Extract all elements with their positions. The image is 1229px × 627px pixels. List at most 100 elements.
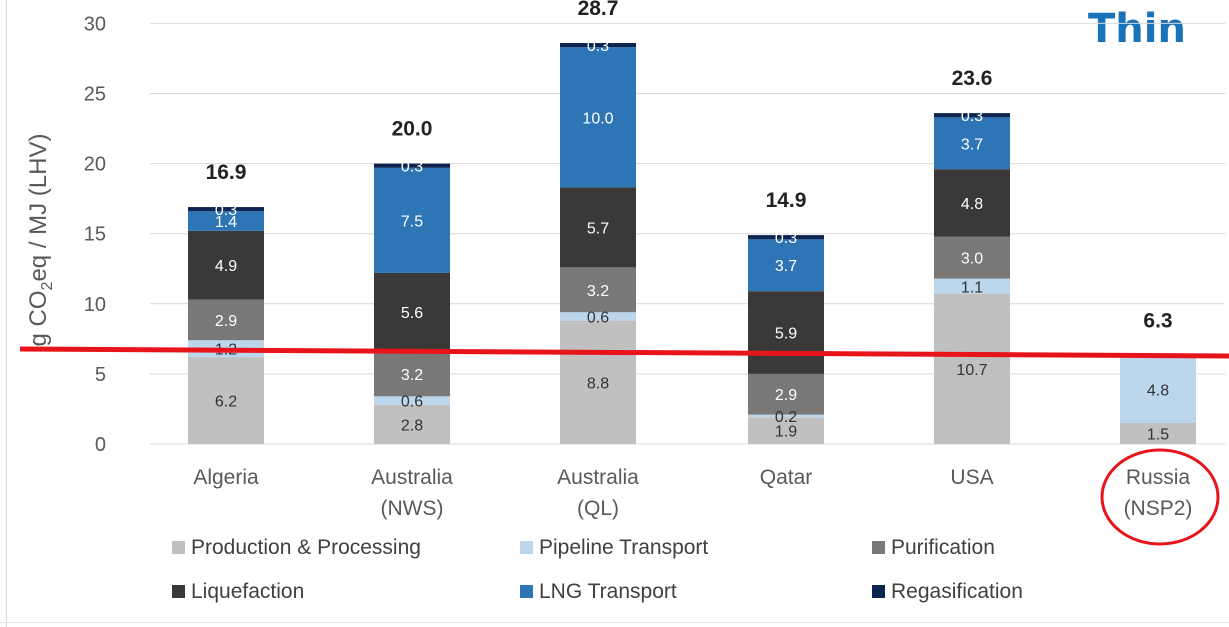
segment-value-label: 3.7 (961, 136, 983, 153)
bar-segment (934, 117, 1010, 170)
category-label: USA (950, 466, 993, 489)
bar-segment (374, 396, 450, 405)
legend-swatch (872, 585, 885, 598)
bar-total-label: 28.7 (578, 0, 619, 20)
bar-segment (374, 163, 450, 168)
y-tick-label: 30 (84, 13, 106, 35)
bar-segment (374, 272, 450, 352)
category-label: Russia (1126, 466, 1191, 489)
bar-segment (748, 235, 824, 240)
left-divider (6, 0, 7, 627)
y-axis-label: g CO2eq / MJ (LHV) (25, 134, 56, 347)
red-highlight-ellipse (1100, 448, 1220, 546)
y-tick-label: 15 (84, 224, 106, 246)
segment-value-label: 7.5 (401, 213, 423, 230)
category-label: Australia (557, 466, 639, 489)
bar-segment (560, 267, 636, 313)
segment-value-label: 3.2 (587, 283, 609, 300)
bar-segment (188, 211, 264, 231)
bottom-divider (0, 622, 1229, 623)
category-label: Qatar (760, 466, 813, 489)
bar-segment (1120, 422, 1196, 444)
bar-segment (748, 239, 824, 292)
segment-value-label: 3.7 (775, 258, 797, 275)
segment-value-label: 0.2 (775, 409, 797, 426)
legend-label: Pipeline Transport (539, 536, 708, 559)
bar-segment (188, 299, 264, 341)
bar-segment (560, 312, 636, 321)
bar-segment (188, 207, 264, 212)
segment-value-label: 1.4 (215, 214, 237, 231)
bar-segment (748, 373, 824, 415)
segment-labels: 6.21.22.94.91.40.32.80.63.25.67.50.38.80… (215, 38, 1169, 443)
segment-value-label: 0.3 (775, 230, 797, 247)
bar-segment (934, 113, 1010, 118)
bar-segment (560, 187, 636, 268)
bar-segment (560, 43, 636, 48)
bar-segment (934, 169, 1010, 237)
segment-value-label: 2.9 (215, 313, 237, 330)
bar-total-label: 23.6 (952, 67, 993, 90)
segment-value-label: 0.6 (587, 309, 609, 326)
category-label: Algeria (193, 466, 259, 489)
segment-value-label: 5.7 (587, 220, 609, 237)
legend: Production & Processing Pipeline Transpor… (172, 536, 1023, 603)
segment-value-label: 6.2 (215, 394, 237, 411)
bar-segment (560, 320, 636, 444)
segment-value-label: 1.5 (1147, 426, 1169, 443)
segment-value-label: 3.2 (401, 367, 423, 384)
y-tick-label: 10 (84, 294, 106, 316)
bars (188, 43, 1196, 444)
bar-segment (188, 230, 264, 300)
annotations (19, 346, 1229, 546)
segment-value-label: 8.8 (587, 375, 609, 392)
y-tick-label: 0 (95, 434, 106, 456)
segment-value-label: 0.6 (401, 394, 423, 411)
x-axis-categories: Algeria Australia (NWS) Australia (QL) Qatar U… (193, 466, 1192, 520)
red-reference-line (19, 346, 1229, 359)
bar-segment (374, 351, 450, 397)
segment-value-label: 2.8 (401, 417, 423, 434)
segment-value-label: 4.8 (1147, 382, 1169, 399)
legend-label: Production & Processing (191, 536, 421, 559)
segment-value-label: 2.9 (775, 387, 797, 404)
segment-value-label: 10.0 (582, 110, 613, 127)
bar-total-label: 20.0 (392, 118, 433, 141)
legend-swatch (520, 541, 533, 554)
legend-swatch (172, 585, 185, 598)
bar-total-label: 16.9 (206, 161, 247, 184)
segment-value-label: 1.9 (775, 424, 797, 441)
y-axis-ticks: 0 5 10 15 20 25 30 (84, 13, 106, 456)
legend-swatch (872, 541, 885, 554)
bar-segment (748, 291, 824, 374)
category-label: (NWS) (381, 497, 444, 520)
bar-segment (1120, 355, 1196, 423)
y-tick-label: 25 (84, 84, 106, 106)
y-tick-label: 5 (95, 364, 106, 386)
bar-segment (748, 417, 824, 444)
legend-swatch (520, 585, 533, 598)
bar-segment (934, 236, 1010, 279)
legend-swatch (172, 541, 185, 554)
segment-value-label: 1.1 (961, 279, 983, 296)
segment-value-label: 5.9 (775, 326, 797, 343)
bar-segment (560, 47, 636, 188)
segment-value-label: 4.9 (215, 258, 237, 275)
legend-label: Liquefaction (191, 580, 304, 603)
category-label: (NSP2) (1124, 497, 1193, 520)
category-label: Australia (371, 466, 453, 489)
legend-label: Purification (891, 536, 995, 559)
bar-segment (374, 404, 450, 444)
segment-value-label: 3.0 (961, 251, 983, 268)
segment-value-label: 10.7 (956, 362, 987, 379)
segment-value-label: 4.8 (961, 196, 983, 213)
legend-label: LNG Transport (539, 580, 677, 603)
bar-segment (748, 414, 824, 418)
segment-value-label: 0.3 (215, 202, 237, 219)
bar-segment (188, 357, 264, 444)
bar-segment (934, 293, 1010, 444)
segment-value-label: 0.3 (587, 38, 609, 55)
y-tick-label: 20 (84, 154, 106, 176)
